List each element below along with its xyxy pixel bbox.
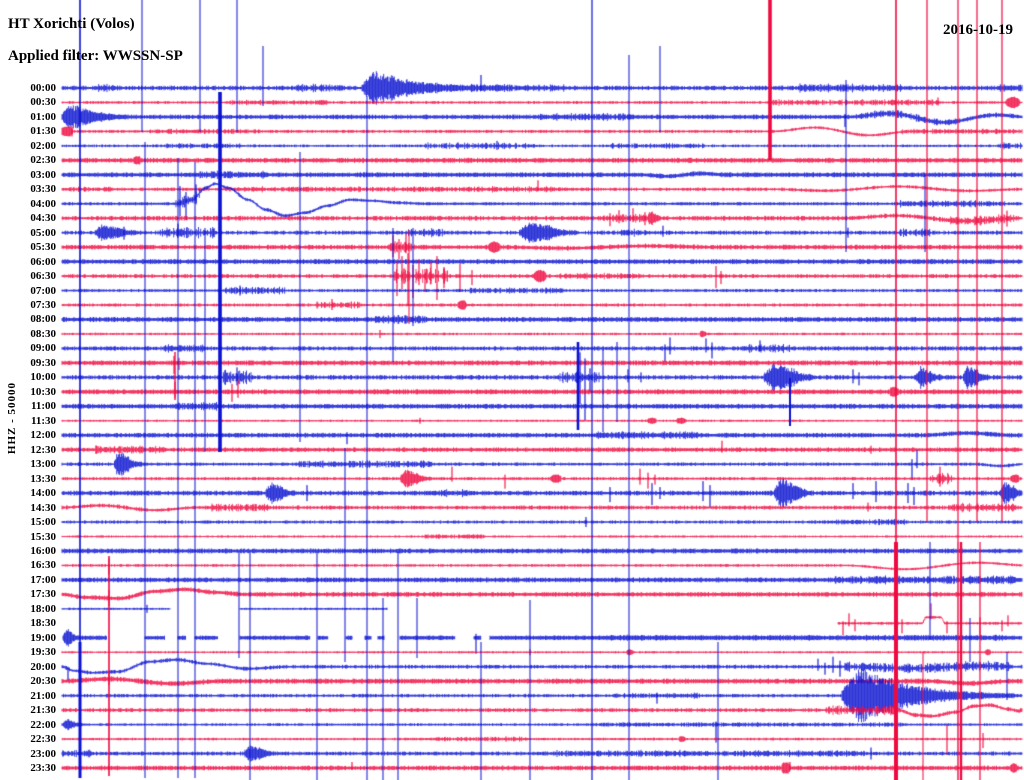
time-label: 08:00 <box>30 313 56 326</box>
time-label: 22:00 <box>30 718 56 731</box>
time-label: 06:30 <box>30 270 56 283</box>
time-label: 10:30 <box>30 385 56 398</box>
time-label: 17:30 <box>30 588 56 601</box>
time-label: 22:30 <box>30 733 56 746</box>
time-label: 21:00 <box>30 689 56 702</box>
time-label: 02:00 <box>30 139 56 152</box>
time-label: 01:30 <box>30 125 56 138</box>
time-label: 19:30 <box>30 646 56 659</box>
time-label: 09:30 <box>30 356 56 369</box>
time-label: 04:00 <box>30 197 56 210</box>
time-label: 01:00 <box>30 110 56 123</box>
time-label: 02:30 <box>30 154 56 167</box>
time-label: 00:00 <box>30 82 56 94</box>
time-label: 09:00 <box>30 342 56 355</box>
time-label: 08:30 <box>30 327 56 340</box>
time-label: 23:00 <box>30 747 56 760</box>
time-label: 16:00 <box>30 544 56 557</box>
time-label: 15:30 <box>30 530 56 543</box>
time-label: 17:00 <box>30 573 56 586</box>
time-label: 06:00 <box>30 255 56 268</box>
time-label: 13:30 <box>30 472 56 485</box>
time-label: 03:30 <box>30 183 56 196</box>
time-label: 12:30 <box>30 443 56 456</box>
time-label: 12:00 <box>30 429 56 442</box>
time-label: 10:00 <box>30 371 56 384</box>
time-label: 04:30 <box>30 212 56 225</box>
time-label: 20:30 <box>30 675 56 688</box>
time-label: 00:30 <box>30 96 56 109</box>
time-label: 13:00 <box>30 458 56 471</box>
time-label: 20:00 <box>30 660 56 673</box>
time-label: 03:00 <box>30 168 56 181</box>
time-label: 19:00 <box>30 631 56 644</box>
record-date: 2016-10-19 <box>943 22 1013 38</box>
time-label: 18:00 <box>30 602 56 615</box>
time-label: 11:30 <box>30 414 56 427</box>
time-label: 07:00 <box>30 284 56 297</box>
time-label: 14:30 <box>30 501 56 514</box>
applied-filter-label: Applied filter: WWSSN-SP <box>8 48 183 64</box>
time-label: 21:30 <box>30 704 56 717</box>
time-label: 18:30 <box>30 617 56 630</box>
station-title: HT Xorichti (Volos) <box>8 16 135 32</box>
time-label: 05:00 <box>30 226 56 239</box>
time-label: 11:00 <box>30 400 56 413</box>
time-label: 14:00 <box>30 487 56 500</box>
time-label: 07:30 <box>30 299 56 312</box>
time-label: 23:30 <box>30 761 56 774</box>
time-label: 15:00 <box>30 516 56 529</box>
time-label: 16:30 <box>30 559 56 572</box>
time-label: 05:30 <box>30 241 56 254</box>
